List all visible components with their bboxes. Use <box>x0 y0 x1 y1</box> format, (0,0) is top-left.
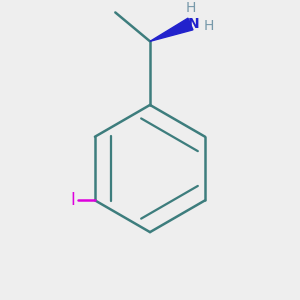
Text: H: H <box>185 1 196 15</box>
Text: H: H <box>204 19 214 33</box>
Polygon shape <box>150 18 193 41</box>
Text: N: N <box>188 17 199 31</box>
Text: I: I <box>71 191 76 209</box>
